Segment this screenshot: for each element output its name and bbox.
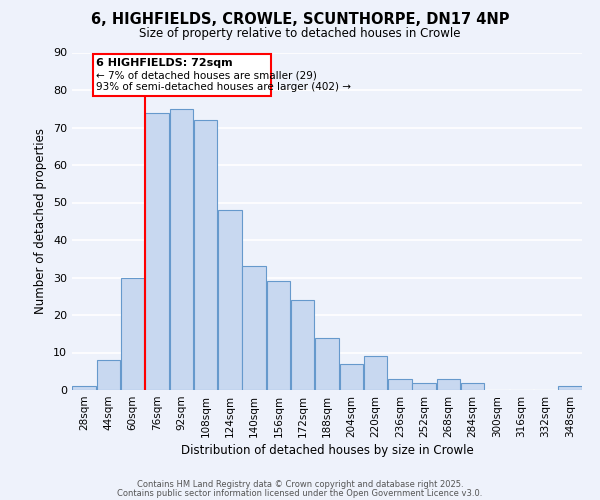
Bar <box>170 109 193 390</box>
Bar <box>388 379 412 390</box>
Text: Size of property relative to detached houses in Crowle: Size of property relative to detached ho… <box>139 28 461 40</box>
Bar <box>315 338 339 390</box>
Bar <box>364 356 388 390</box>
Bar <box>461 382 484 390</box>
Bar <box>437 379 460 390</box>
Text: Contains public sector information licensed under the Open Government Licence v3: Contains public sector information licen… <box>118 488 482 498</box>
Bar <box>558 386 581 390</box>
Bar <box>97 360 120 390</box>
Bar <box>412 382 436 390</box>
Text: 6, HIGHFIELDS, CROWLE, SCUNTHORPE, DN17 4NP: 6, HIGHFIELDS, CROWLE, SCUNTHORPE, DN17 … <box>91 12 509 28</box>
X-axis label: Distribution of detached houses by size in Crowle: Distribution of detached houses by size … <box>181 444 473 457</box>
Bar <box>291 300 314 390</box>
Bar <box>121 278 145 390</box>
Bar <box>242 266 266 390</box>
Text: 93% of semi-detached houses are larger (402) →: 93% of semi-detached houses are larger (… <box>96 82 351 92</box>
FancyBboxPatch shape <box>92 54 271 96</box>
Bar <box>194 120 217 390</box>
Text: 6 HIGHFIELDS: 72sqm: 6 HIGHFIELDS: 72sqm <box>96 58 233 68</box>
Bar <box>73 386 96 390</box>
Bar <box>266 281 290 390</box>
Text: Contains HM Land Registry data © Crown copyright and database right 2025.: Contains HM Land Registry data © Crown c… <box>137 480 463 489</box>
Bar <box>218 210 242 390</box>
Bar <box>340 364 363 390</box>
Y-axis label: Number of detached properties: Number of detached properties <box>34 128 47 314</box>
Bar <box>145 112 169 390</box>
Text: ← 7% of detached houses are smaller (29): ← 7% of detached houses are smaller (29) <box>96 70 317 80</box>
